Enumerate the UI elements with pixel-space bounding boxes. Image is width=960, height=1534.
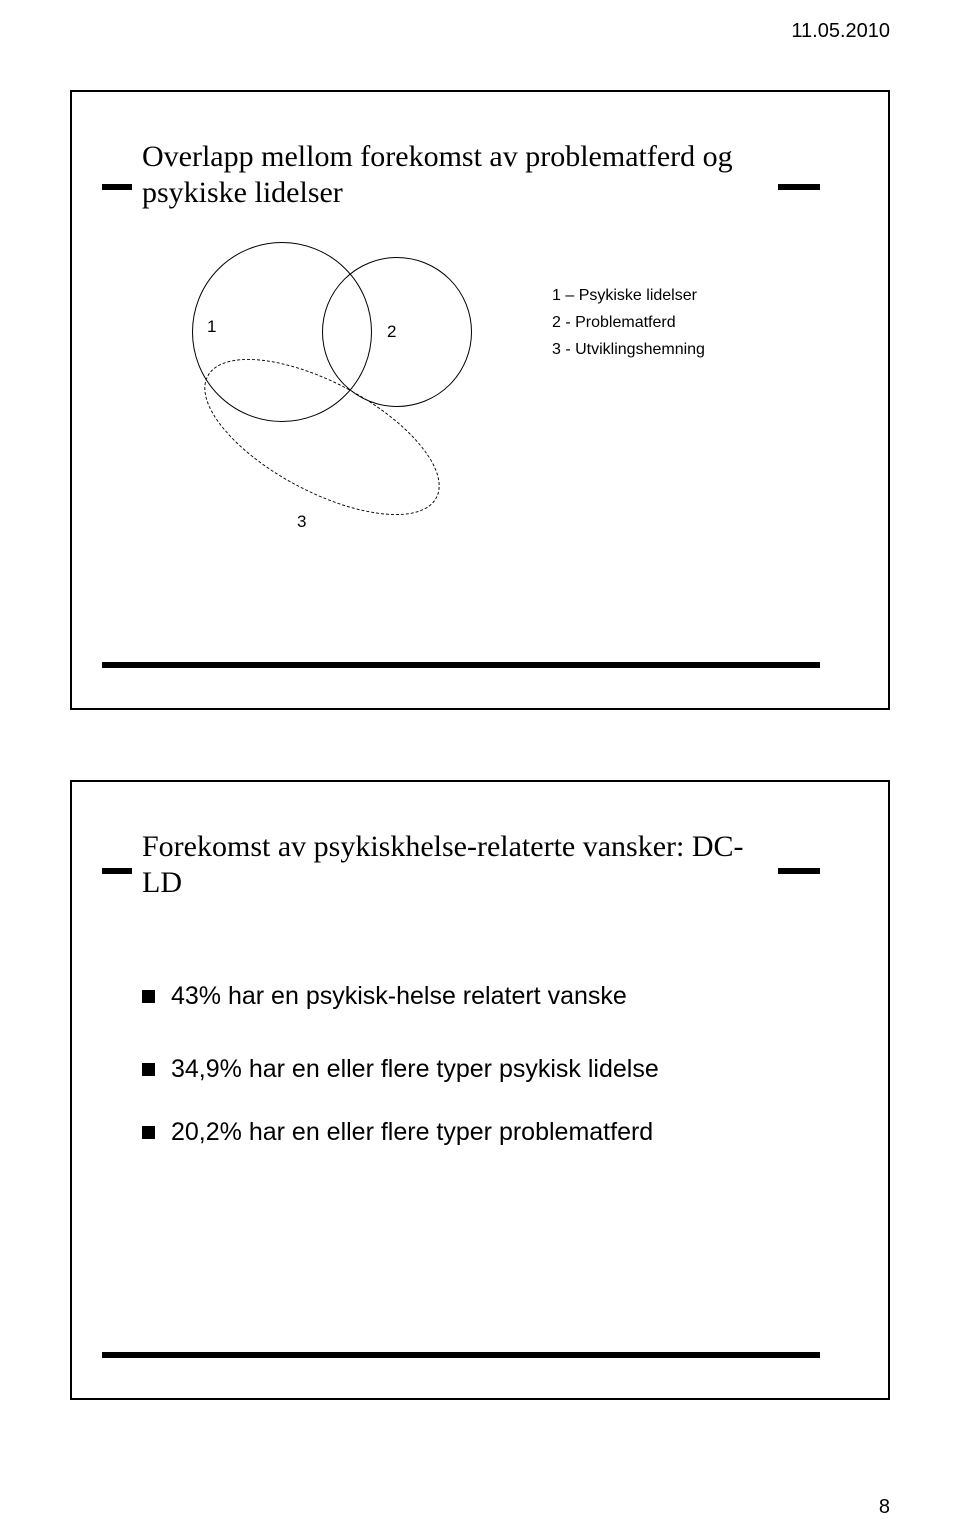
legend-item-2: 2 - Problematferd — [552, 309, 705, 336]
bullet-marker-icon — [142, 990, 155, 1003]
bullet-marker-icon — [142, 1126, 155, 1139]
title-underline: Overlapp mellom forekomst av problematfe… — [102, 184, 820, 190]
venn-label-2: 2 — [387, 322, 396, 342]
slide-2: Forekomst av psykiskhelse-relaterte vans… — [70, 780, 890, 1400]
slide-1: Overlapp mellom forekomst av problematfe… — [70, 90, 890, 710]
venn-diagram: 1 2 3 1 – Psykiske lidelser 2 - Problema… — [132, 242, 832, 622]
bullet-item: 20,2% har en eller flere typer problemat… — [142, 1118, 838, 1147]
venn-legend: 1 – Psykiske lidelser 2 - Problematferd … — [552, 282, 705, 364]
bullet-text: 43% har en psykisk-helse relatert vanske — [171, 982, 627, 1011]
page-number: 8 — [879, 1496, 890, 1519]
bullet-text: 34,9% har en eller flere typer psykisk l… — [171, 1055, 659, 1084]
slide1-title-wrap: Overlapp mellom forekomst av problematfe… — [102, 114, 820, 190]
slide2-title: Forekomst av psykiskhelse-relaterte vans… — [132, 829, 778, 901]
date-header: 11.05.2010 — [791, 20, 890, 43]
bullet-marker-icon — [142, 1063, 155, 1076]
bullet-text: 20,2% har en eller flere typer problemat… — [171, 1118, 653, 1147]
venn-label-1: 1 — [207, 317, 216, 337]
slide1-title: Overlapp mellom forekomst av problematfe… — [132, 139, 778, 211]
venn-circle-2 — [322, 257, 472, 407]
bullet-item: 34,9% har en eller flere typer psykisk l… — [142, 1055, 838, 1084]
slide1-footer-rule — [102, 662, 820, 668]
title-underline: Forekomst av psykiskhelse-relaterte vans… — [102, 868, 820, 874]
legend-item-1: 1 – Psykiske lidelser — [552, 282, 705, 309]
venn-label-3: 3 — [297, 512, 306, 532]
slide2-title-wrap: Forekomst av psykiskhelse-relaterte vans… — [102, 804, 820, 874]
slide2-content: 43% har en psykisk-helse relatert vanske… — [142, 982, 838, 1147]
bullet-item: 43% har en psykisk-helse relatert vanske — [142, 982, 838, 1011]
legend-item-3: 3 - Utviklingshemning — [552, 336, 705, 363]
slide2-footer-rule — [102, 1352, 820, 1358]
page: 11.05.2010 Overlapp mellom forekomst av … — [0, 0, 960, 1534]
